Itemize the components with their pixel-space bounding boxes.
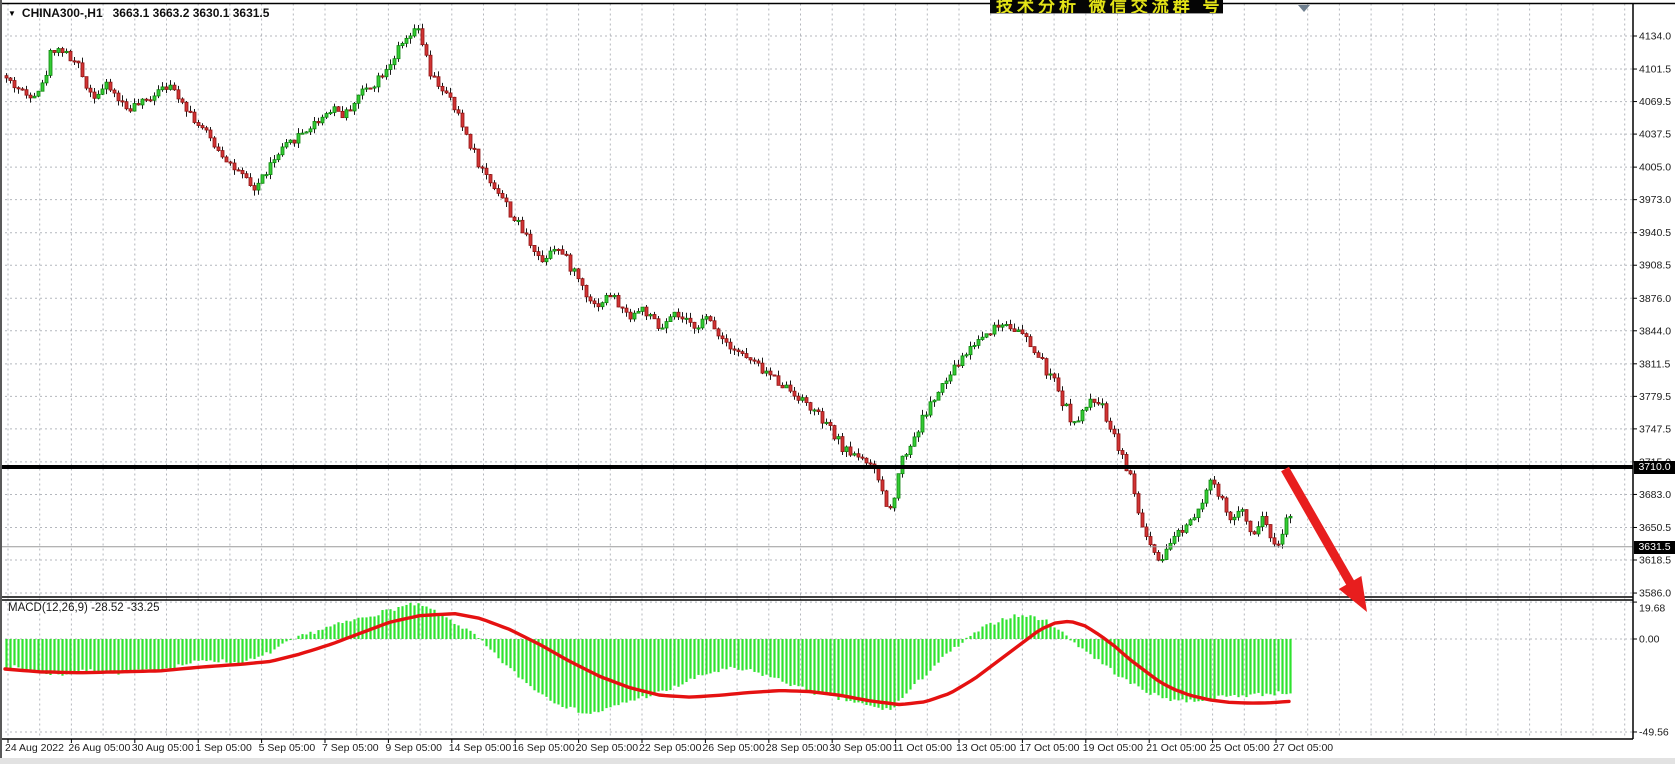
macd-axis-labels: 19.68 0.00 -49.56 <box>1633 601 1669 738</box>
price-tick-label: 3940.5 <box>1639 227 1671 239</box>
macd-tick-label: 0.00 <box>1639 634 1660 646</box>
price-tick-label: 4069.5 <box>1639 96 1671 108</box>
symbol-period-label: CHINA300-,H1 <box>21 6 103 20</box>
time-tick-label: 7 Sep 05:00 <box>322 742 379 754</box>
price-tick-label: 3650.5 <box>1639 522 1671 534</box>
time-tick-label: 5 Sep 05:00 <box>259 742 316 754</box>
time-axis-labels: 24 Aug 2022 26 Aug 05:00 30 Aug 05:00 1 Sep… <box>5 739 1333 754</box>
candles-layer <box>4 23 1293 563</box>
price-tick-label: 3779.5 <box>1639 391 1671 403</box>
trend-arrow-annotation[interactable] <box>1281 466 1367 612</box>
banner-text: 技术分析 微信交流群 号 <box>996 0 1223 13</box>
ohlc-values: 3663.1 3663.2 3630.1 3631.5 <box>112 6 270 20</box>
price-tick-label: 3586.0 <box>1639 588 1671 600</box>
time-tick-label: 16 Sep 05:00 <box>512 742 575 754</box>
price-tick-label: 3618.5 <box>1639 555 1671 567</box>
window-left-edge <box>0 0 2 758</box>
macd-tick-label: 19.68 <box>1639 603 1665 615</box>
grid-layer <box>0 3 1633 739</box>
symbol-dropdown-icon[interactable]: ▼ <box>8 8 16 18</box>
scroll-to-end-marker-icon[interactable] <box>1298 5 1310 12</box>
price-tick-label: 3747.5 <box>1639 423 1671 435</box>
time-tick-label: 30 Aug 05:00 <box>132 742 194 754</box>
time-tick-label: 26 Sep 05:00 <box>702 742 765 754</box>
price-tick-label: 4101.5 <box>1639 64 1671 76</box>
window-bottom-edge <box>0 758 1675 764</box>
price-tick-label: 4037.5 <box>1639 129 1671 141</box>
price-tick-label: 3844.0 <box>1639 325 1671 337</box>
macd-indicator-label: MACD(12,26,9) -28.52 -33.25 <box>8 602 160 614</box>
time-tick-label: 21 Oct 05:00 <box>1146 742 1206 754</box>
time-tick-label: 9 Sep 05:00 <box>385 742 442 754</box>
macd-histogram <box>5 602 1292 714</box>
time-tick-label: 27 Oct 05:00 <box>1273 742 1333 754</box>
macd-tick-label: -49.56 <box>1639 726 1669 738</box>
banner-overlay: 技术分析 微信交流群 号 <box>990 0 1223 13</box>
pane-borders <box>0 2 1675 740</box>
time-tick-label: 20 Sep 05:00 <box>576 742 639 754</box>
time-tick-label: 26 Aug 05:00 <box>68 742 130 754</box>
price-tick-label: 3811.5 <box>1639 358 1670 370</box>
price-tick-label: 3683.0 <box>1639 489 1671 501</box>
chart-header: ▼ CHINA300-,H1 3663.1 3663.2 3630.1 3631… <box>8 6 269 20</box>
price-tick-label: 3876.0 <box>1639 293 1671 305</box>
time-tick-label: 19 Oct 05:00 <box>1083 742 1143 754</box>
price-axis-labels: 4134.0 4101.5 4069.5 4037.5 4005.0 3973.0 3940… <box>1633 31 1671 600</box>
time-tick-label: 30 Sep 05:00 <box>829 742 892 754</box>
time-tick-label: 25 Oct 05:00 <box>1210 742 1270 754</box>
time-tick-label: 28 Sep 05:00 <box>766 742 829 754</box>
price-tick-label: 4005.0 <box>1639 162 1671 174</box>
time-tick-label: 22 Sep 05:00 <box>639 742 702 754</box>
time-tick-label: 11 Oct 05:00 <box>893 742 953 754</box>
time-tick-label: 17 Oct 05:00 <box>1019 742 1079 754</box>
price-tick-label: 3973.0 <box>1639 194 1671 206</box>
current-price-badge: 3631.5 <box>1634 541 1675 554</box>
time-tick-label: 24 Aug 2022 <box>5 742 64 754</box>
price-tick-label: 4134.0 <box>1639 31 1671 43</box>
resistance-price-badge: 3710.0 <box>1634 461 1675 474</box>
time-tick-label: 14 Sep 05:00 <box>449 742 512 754</box>
macd-signal-line <box>3 612 1291 707</box>
time-tick-label: 13 Oct 05:00 <box>956 742 1016 754</box>
price-tick-label: 3908.5 <box>1639 260 1671 272</box>
time-tick-label: 1 Sep 05:00 <box>195 742 252 754</box>
